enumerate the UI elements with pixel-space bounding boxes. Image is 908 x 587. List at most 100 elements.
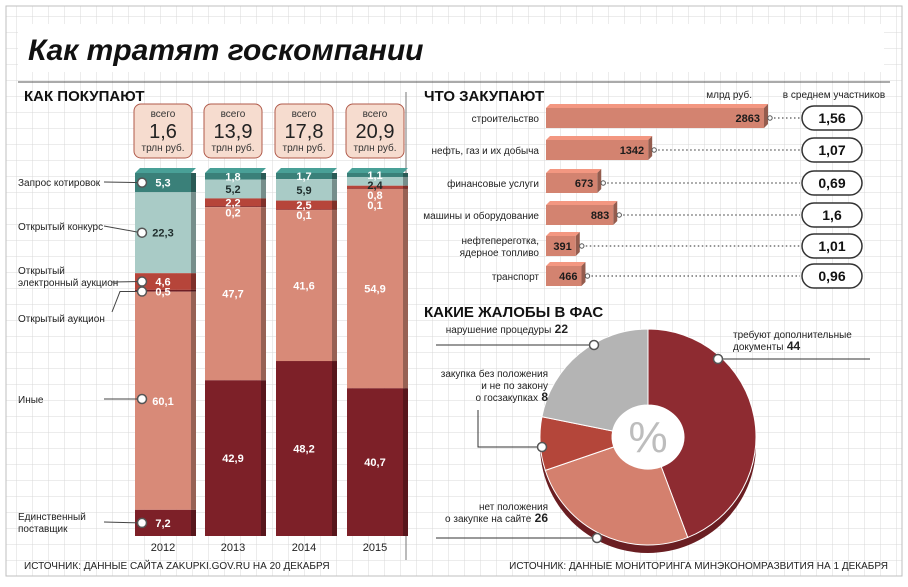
total-top-label: всего [292, 109, 317, 120]
year-label: 2012 [151, 542, 175, 554]
hbar-top-face [546, 262, 585, 266]
donut-slice-label: закупка без положения [441, 368, 548, 380]
donut-marker [538, 443, 547, 452]
hbar-end-face [764, 104, 768, 128]
bar-value-label: 42,9 [222, 453, 243, 465]
value-header: млрд руб. [706, 89, 752, 101]
bar-segment-side [403, 189, 408, 388]
legend-label: Открытый конкурс [18, 222, 103, 233]
legend-marker [138, 178, 147, 187]
what-section-title: ЧТО ЗАКУПАЮТ [424, 88, 544, 105]
bar-value-label: 5,2 [225, 184, 240, 196]
bar-segment-side [403, 173, 408, 177]
bar-value-label: 60,1 [152, 396, 173, 408]
hbar-category-label: нефтепереготка, [461, 235, 539, 247]
bar-segment-side [261, 198, 266, 206]
page-title: Как тратят госкомпании [28, 34, 423, 67]
bar-value-label: 40,7 [364, 457, 385, 469]
donut-center-label: % [628, 413, 667, 462]
legend-marker [138, 395, 147, 404]
bar-segment-side [191, 290, 196, 292]
total-unit: трлн руб. [353, 142, 396, 154]
participants-value: 1,07 [818, 142, 845, 158]
donut-marker [590, 341, 599, 350]
bar-value-label: 0,2 [225, 207, 240, 219]
bar-value-label: 54,9 [364, 284, 385, 296]
total-value: 1,6 [149, 121, 177, 143]
source-left: ИСТОЧНИК: ДАННЫЕ САЙТА ZAKUPKI.GOV.RU НА… [24, 559, 330, 572]
bar-segment-side [332, 179, 337, 200]
participants-value: 1,6 [822, 207, 842, 223]
bar-segment-side [261, 173, 266, 180]
total-top-label: всего [221, 109, 246, 120]
how-section-title: КАК ПОКУПАЮТ [24, 88, 145, 105]
bar-value-label: 5,3 [155, 178, 170, 190]
legend-label: поставщик [18, 524, 68, 535]
donut-marker [714, 355, 723, 364]
donut-slice-value: 44 [784, 339, 801, 353]
total-top-label: всего [363, 109, 388, 120]
bar-segment-side [403, 177, 408, 186]
bar-value-label: 1,8 [225, 171, 240, 183]
bar-segment-side [191, 510, 196, 536]
total-unit: трлн руб. [211, 142, 254, 154]
donut-slice-label: о госзакупках 8 [475, 390, 548, 404]
bar-segment-side [191, 292, 196, 510]
legend-marker [138, 228, 147, 237]
participants-value: 1,56 [818, 110, 845, 126]
source-right: ИСТОЧНИК: ДАННЫЕ МОНИТОРИНГА МИНЭКОНОМРА… [509, 561, 888, 572]
hbar-top-face [546, 104, 768, 108]
hbar [546, 108, 764, 128]
bar-segment-side [191, 173, 196, 192]
hbar-value-label: 1342 [620, 145, 644, 157]
hbar-value-label: 673 [575, 178, 593, 190]
bar-value-label: 48,2 [293, 444, 314, 456]
hbar-value-label: 2863 [736, 113, 760, 125]
bar-segment-side [261, 206, 266, 207]
legend-label: Иные [18, 395, 44, 406]
hbar-top-face [546, 201, 617, 205]
hbar-end-face [576, 232, 580, 256]
year-label: 2015 [363, 542, 387, 554]
total-unit: трлн руб. [282, 142, 325, 154]
bar-segment-side [191, 192, 196, 273]
hbar-top-face [546, 169, 601, 173]
year-label: 2014 [292, 542, 316, 554]
bar-value-label: 0,1 [367, 200, 382, 212]
legend-label: Запрос котировок [18, 178, 101, 189]
legend-label: Открытый [18, 266, 65, 277]
donut-slice-label: документы 44 [733, 339, 801, 353]
total-value: 17,8 [285, 121, 324, 143]
bar-segment-side [261, 380, 266, 536]
legend-label: Открытый аукцион [18, 314, 105, 325]
hbar-category-label: ядерное топливо [460, 248, 540, 259]
bar-segment-side [332, 173, 337, 179]
total-value: 20,9 [356, 121, 395, 143]
hbar-category-label: строительство [472, 114, 540, 125]
bar-value-label: 5,9 [296, 185, 311, 197]
total-value: 13,9 [214, 121, 253, 143]
bar-segment-side [403, 388, 408, 536]
bar-segment-side [261, 207, 266, 380]
hbar-end-face [648, 136, 652, 160]
bar-value-label: 0,5 [155, 287, 170, 299]
hbar-top-face [546, 136, 652, 140]
bar-segment-side [403, 186, 408, 189]
participants-value: 1,01 [818, 238, 845, 254]
legend-marker [138, 518, 147, 527]
bar-segment-side [332, 201, 337, 210]
legend-label: электронный аукцион [18, 278, 118, 289]
hbar-value-label: 466 [559, 271, 577, 283]
bar-value-label: 1,7 [296, 171, 311, 183]
hbar-end-face [581, 262, 585, 286]
bar-segment-side [261, 180, 266, 199]
bar-segment-side [332, 210, 337, 361]
hbar-category-label: финансовые услуги [447, 178, 539, 190]
participants-header: в среднем участников [783, 90, 885, 101]
donut-marker [593, 534, 602, 543]
complaints-section-title: КАКИЕ ЖАЛОБЫ В ФАС [424, 304, 603, 321]
